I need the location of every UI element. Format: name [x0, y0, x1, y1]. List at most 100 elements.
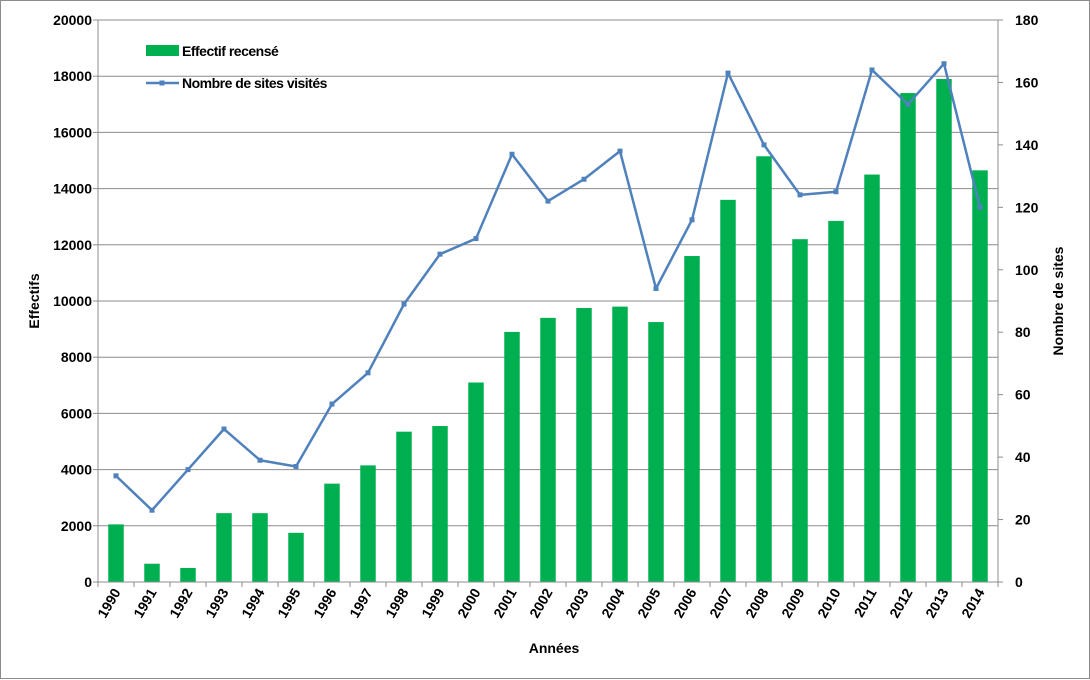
line-point [185, 467, 191, 473]
y-tick-label: 6000 [61, 405, 92, 421]
y-tick-label: 8000 [61, 349, 92, 365]
x-tick-label: 2012 [886, 585, 916, 620]
bar [504, 331, 520, 582]
line-point [869, 67, 875, 73]
left-axis-tick-labels: 0 2000 4000 6000 8000 10000 12000 14000 16000 180… [53, 12, 92, 590]
x-axis-title: Années [529, 640, 580, 656]
x-tick-label: 2010 [814, 585, 844, 620]
line-point [977, 204, 983, 210]
x-tick-label: 2001 [490, 585, 520, 620]
line-point [113, 473, 119, 479]
axes [93, 19, 1003, 587]
x-tick-label: 1997 [346, 585, 376, 620]
x-tick-label: 2007 [706, 585, 736, 620]
x-tick-label: 2006 [670, 585, 700, 620]
x-tick-label: 2000 [454, 585, 484, 620]
line-point [761, 142, 767, 148]
bar [864, 174, 880, 583]
y-tick-label: 20000 [53, 12, 92, 28]
bar [216, 513, 232, 582]
bar [972, 170, 988, 582]
y2-tick-label: 60 [1015, 387, 1031, 403]
line-point [545, 198, 551, 204]
line-point [473, 236, 479, 242]
line-point [509, 151, 515, 157]
bar [936, 79, 952, 582]
line-series [113, 61, 983, 513]
legend-line-label: Nombre de sites visités [182, 75, 328, 91]
y-tick-label: 14000 [53, 181, 92, 197]
line-point [797, 192, 803, 198]
bar [324, 483, 340, 582]
bar [540, 317, 556, 582]
x-tick-label: 2005 [634, 585, 664, 620]
line-point [149, 507, 155, 513]
x-tick-label: 2011 [851, 585, 880, 619]
x-tick-label: 1995 [274, 585, 304, 620]
x-tick-label: 2004 [598, 585, 628, 620]
y2-tick-label: 40 [1015, 449, 1031, 465]
x-tick-label: 1990 [94, 585, 124, 620]
y2-tick-label: 180 [1015, 12, 1039, 28]
x-tick-label: 1991 [130, 585, 160, 620]
line-point [617, 148, 623, 154]
bar [108, 524, 124, 582]
bar [720, 199, 736, 582]
line-point [221, 426, 227, 432]
gridlines [98, 19, 998, 527]
x-tick-label: 1999 [418, 585, 448, 620]
bar [792, 239, 808, 582]
line-point [365, 370, 371, 376]
x-tick-label: 2008 [742, 585, 772, 620]
bar [648, 322, 664, 582]
y-tick-label: 12000 [53, 237, 92, 253]
bar-series [108, 79, 988, 583]
legend-line-marker [159, 80, 165, 86]
line-point [293, 463, 299, 469]
bar [756, 156, 772, 582]
line-point [437, 251, 443, 257]
y2-tick-label: 120 [1015, 199, 1039, 215]
y-axis-title: Effectifs [26, 273, 42, 328]
y2-tick-label: 100 [1015, 262, 1039, 278]
y-tick-label: 0 [84, 574, 92, 590]
y-tick-label: 16000 [53, 124, 92, 140]
x-axis-tick-labels: 1990 1991 1992 1993 1994 1995 1996 1997 1998 1999… [94, 585, 988, 620]
y-tick-label: 4000 [61, 462, 92, 478]
x-tick-label: 2013 [922, 585, 952, 620]
line-point [581, 176, 587, 182]
y2-tick-label: 0 [1015, 574, 1023, 590]
x-tick-label: 2002 [526, 585, 556, 620]
bar [612, 306, 628, 582]
x-tick-label: 1992 [166, 585, 196, 620]
line-point [257, 457, 263, 463]
y-tick-label: 10000 [53, 293, 92, 309]
bar [576, 308, 592, 582]
right-axis-tick-labels: 0 20 40 60 80 100 120 140 160 180 [1015, 12, 1039, 590]
line-point [689, 217, 695, 223]
x-tick-label: 1996 [310, 585, 340, 620]
y2-tick-label: 80 [1015, 324, 1031, 340]
x-tick-label: 2014 [958, 585, 988, 620]
bar [360, 465, 376, 582]
legend-bar-swatch [146, 45, 179, 56]
bar [288, 532, 304, 582]
y-tick-label: 2000 [61, 518, 92, 534]
bar [468, 382, 484, 582]
y2-axis-title: Nombre de sites [1050, 246, 1066, 355]
line-point [329, 401, 335, 407]
x-tick-label: 1994 [238, 585, 268, 620]
bar [432, 426, 448, 582]
y2-tick-label: 140 [1015, 137, 1039, 153]
line-point [905, 101, 911, 107]
x-tick-label: 2009 [778, 585, 808, 620]
y2-tick-label: 160 [1015, 74, 1039, 90]
bar [684, 256, 700, 582]
bar [252, 513, 268, 582]
legend: Effectif recensé Nombre de sites visités [146, 43, 328, 91]
bar [396, 431, 412, 582]
bar [180, 567, 196, 582]
line-point [401, 301, 407, 307]
bar [900, 93, 916, 582]
